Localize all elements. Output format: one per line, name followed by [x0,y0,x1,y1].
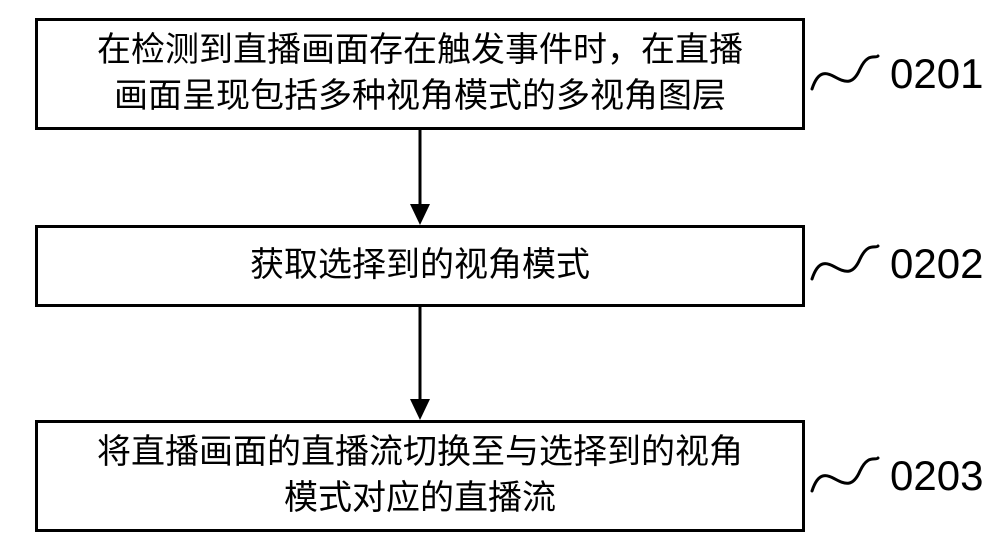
flow-node-1-line2: 画面呈现包括多种视角模式的多视角图层 [114,78,726,115]
arrow-1-2 [404,130,436,227]
flow-node-3-line2: 模式对应的直播流 [284,480,556,517]
flow-label-3: 0203 [890,452,983,500]
flow-node-2-text: 获取选择到的视角模式 [250,243,590,289]
flow-label-2: 0202 [890,240,983,288]
squiggle-2 [810,234,880,294]
flow-node-2: 获取选择到的视角模式 [35,225,805,307]
squiggle-3 [810,446,880,506]
flow-node-3-line1: 将直播画面的直播流切换至与选择到的视角 [97,434,743,471]
flow-node-3: 将直播画面的直播流切换至与选择到的视角 模式对应的直播流 [35,420,805,532]
flow-node-1: 在检测到直播画面存在触发事件时，在直播 画面呈现包括多种视角模式的多视角图层 [35,18,805,130]
flow-label-1: 0201 [890,50,983,98]
arrow-2-3 [404,307,436,422]
squiggle-1 [810,44,880,104]
flow-node-1-line1: 在检测到直播画面存在触发事件时，在直播 [97,32,743,69]
flowchart-canvas: 在检测到直播画面存在触发事件时，在直播 画面呈现包括多种视角模式的多视角图层 0… [0,0,1000,555]
